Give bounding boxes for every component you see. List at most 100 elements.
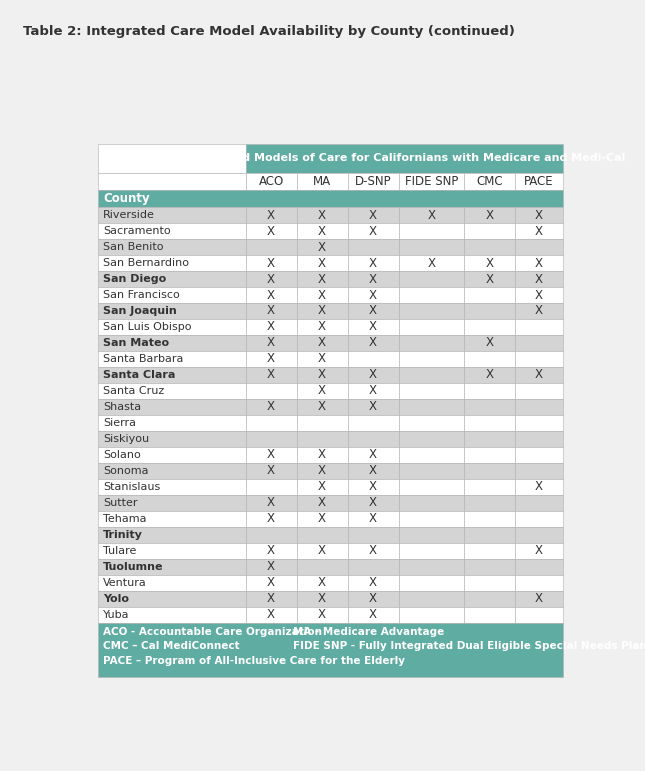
- Text: X: X: [267, 544, 275, 557]
- Bar: [348, 255, 399, 271]
- Text: Shasta: Shasta: [103, 402, 141, 412]
- Bar: [348, 495, 399, 510]
- Text: X: X: [535, 305, 543, 318]
- Bar: [246, 144, 563, 173]
- Text: X: X: [318, 209, 326, 221]
- Bar: [98, 463, 246, 479]
- Text: X: X: [318, 352, 326, 365]
- Bar: [515, 173, 563, 190]
- Bar: [98, 335, 246, 351]
- Text: X: X: [267, 369, 275, 382]
- Text: X: X: [267, 224, 275, 237]
- Bar: [98, 367, 246, 383]
- Bar: [515, 303, 563, 319]
- Bar: [515, 415, 563, 431]
- Bar: [98, 351, 246, 367]
- Bar: [399, 335, 464, 351]
- Bar: [348, 351, 399, 367]
- Text: X: X: [318, 369, 326, 382]
- Bar: [246, 239, 297, 255]
- Bar: [464, 173, 515, 190]
- Text: X: X: [318, 224, 326, 237]
- Bar: [348, 207, 399, 223]
- Text: X: X: [485, 369, 493, 382]
- Bar: [515, 591, 563, 607]
- Bar: [297, 173, 348, 190]
- Bar: [246, 287, 297, 303]
- Text: X: X: [535, 544, 543, 557]
- Text: X: X: [267, 592, 275, 605]
- Bar: [297, 255, 348, 271]
- Text: San Diego: San Diego: [103, 274, 166, 284]
- Bar: [297, 287, 348, 303]
- Text: X: X: [267, 400, 275, 413]
- Bar: [98, 287, 246, 303]
- Text: Solano: Solano: [103, 449, 141, 460]
- Text: X: X: [318, 321, 326, 334]
- Bar: [297, 591, 348, 607]
- Bar: [98, 574, 246, 591]
- Text: X: X: [535, 209, 543, 221]
- Text: X: X: [427, 257, 435, 270]
- Text: Yuba: Yuba: [103, 610, 130, 620]
- Bar: [515, 510, 563, 527]
- Text: X: X: [369, 288, 377, 301]
- Bar: [348, 510, 399, 527]
- Bar: [399, 543, 464, 559]
- Bar: [297, 543, 348, 559]
- Bar: [399, 207, 464, 223]
- Bar: [464, 447, 515, 463]
- Bar: [399, 527, 464, 543]
- Text: FIDE SNP - Fully Integrated Dual Eligible Special Needs Plan: FIDE SNP - Fully Integrated Dual Eligibl…: [293, 641, 645, 651]
- Text: ACO - Accountable Care Organization: ACO - Accountable Care Organization: [103, 627, 322, 637]
- Bar: [98, 495, 246, 510]
- Bar: [246, 399, 297, 415]
- Text: X: X: [485, 272, 493, 285]
- Bar: [515, 351, 563, 367]
- Text: PACE – Program of All-Inclusive Care for the Elderly: PACE – Program of All-Inclusive Care for…: [103, 656, 405, 665]
- Bar: [464, 383, 515, 399]
- Text: X: X: [485, 257, 493, 270]
- Text: X: X: [318, 592, 326, 605]
- Bar: [464, 543, 515, 559]
- Bar: [399, 479, 464, 495]
- Bar: [98, 207, 246, 223]
- Bar: [297, 319, 348, 335]
- Bar: [98, 223, 246, 239]
- Bar: [246, 173, 297, 190]
- Bar: [98, 255, 246, 271]
- Text: Ventura: Ventura: [103, 577, 147, 588]
- Text: Sutter: Sutter: [103, 498, 137, 508]
- Text: San Mateo: San Mateo: [103, 338, 169, 348]
- Bar: [399, 287, 464, 303]
- Bar: [348, 399, 399, 415]
- Text: X: X: [369, 576, 377, 589]
- Bar: [246, 335, 297, 351]
- Text: X: X: [369, 369, 377, 382]
- Bar: [297, 607, 348, 623]
- Text: X: X: [535, 480, 543, 493]
- Bar: [348, 319, 399, 335]
- Text: X: X: [369, 512, 377, 525]
- Bar: [399, 223, 464, 239]
- Text: X: X: [318, 336, 326, 349]
- Bar: [399, 591, 464, 607]
- Text: X: X: [535, 224, 543, 237]
- Bar: [464, 463, 515, 479]
- Text: FIDE SNP: FIDE SNP: [404, 175, 458, 188]
- Text: X: X: [535, 369, 543, 382]
- Text: X: X: [485, 209, 493, 221]
- Bar: [348, 607, 399, 623]
- Bar: [399, 271, 464, 287]
- Text: X: X: [369, 305, 377, 318]
- Bar: [246, 319, 297, 335]
- Bar: [399, 399, 464, 415]
- Bar: [348, 543, 399, 559]
- Text: X: X: [369, 385, 377, 397]
- Text: Sierra: Sierra: [103, 418, 136, 428]
- Text: San Francisco: San Francisco: [103, 290, 180, 300]
- Bar: [464, 607, 515, 623]
- Bar: [98, 447, 246, 463]
- Bar: [246, 510, 297, 527]
- Bar: [464, 303, 515, 319]
